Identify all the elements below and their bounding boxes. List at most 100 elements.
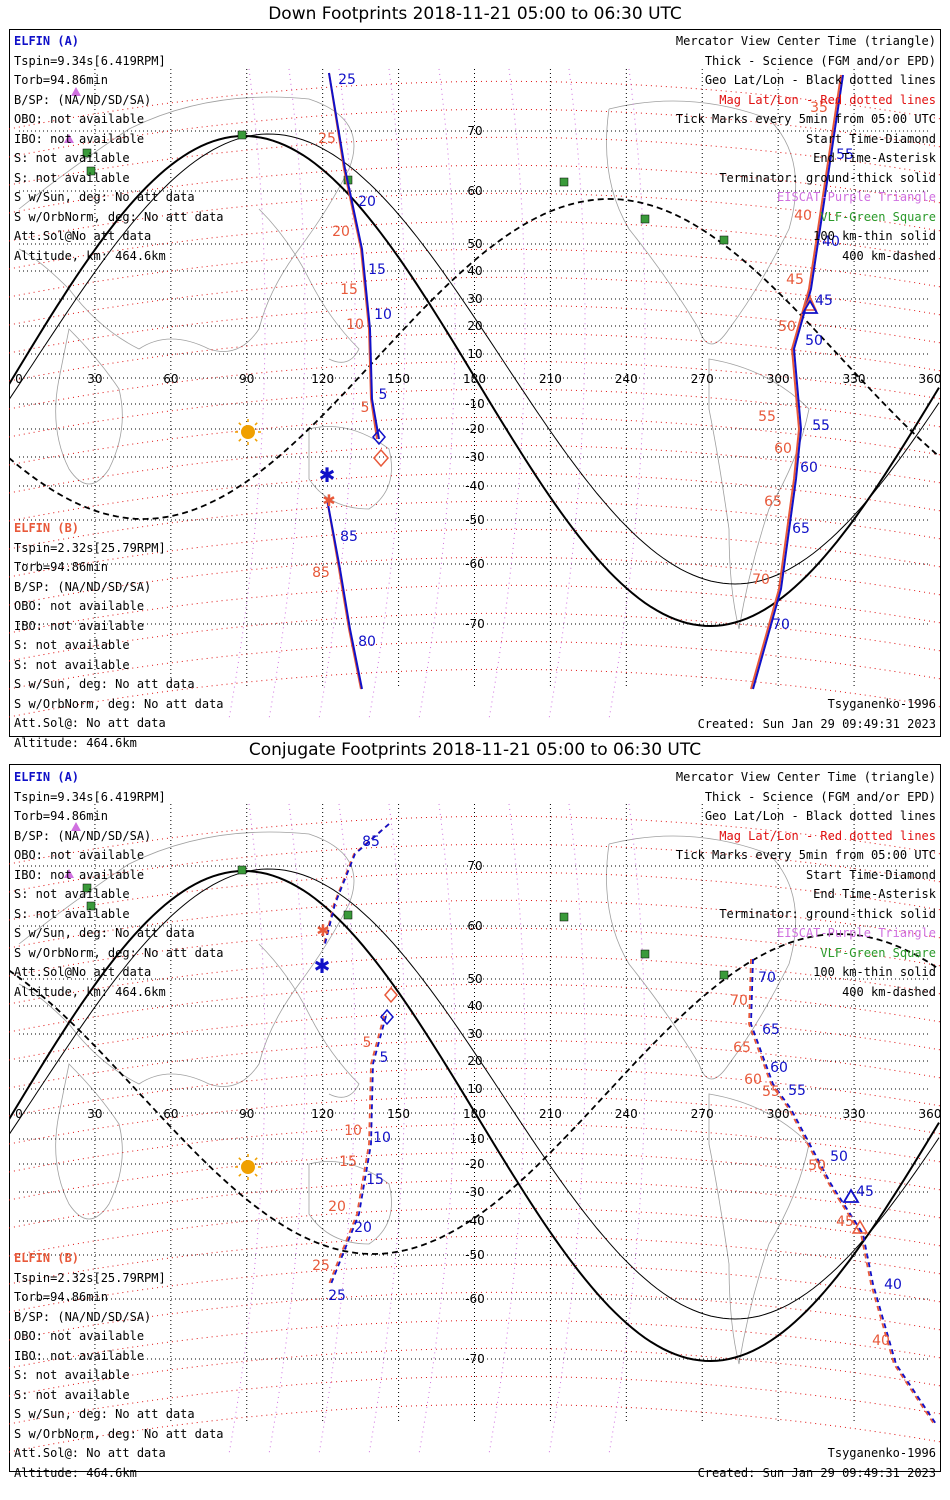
legend-item: Mag Lat/Lon - Red dotted lines — [719, 92, 936, 107]
track-label: 20 — [354, 1220, 372, 1236]
track-label: 65 — [792, 521, 810, 537]
info-line: Tspin=9.34s[6.419RPM] — [14, 789, 166, 804]
legend-conjugate: Mercator View Center Time (triangle) Thic… — [676, 768, 936, 1002]
mag-parallel — [9, 668, 941, 718]
terminator-100km — [9, 868, 940, 1320]
info-line: Torb=94.86min — [14, 1290, 108, 1304]
lat-tick-label: -60 — [465, 1292, 485, 1306]
mag-parallel — [9, 164, 941, 214]
mag-parallel — [9, 108, 941, 158]
model-label-conjugate: Tsyganenko-1996 — [827, 1446, 936, 1460]
track-label: 40 — [794, 208, 812, 224]
mag-parallel — [9, 248, 941, 298]
lon-tick-label: 180 — [463, 372, 486, 386]
track-label: 45 — [815, 293, 833, 309]
info-line: S: not available — [14, 638, 130, 652]
legend-item: 100 km-thin solid — [813, 229, 936, 243]
mag-parallel — [9, 1095, 941, 1145]
track-label: 40 — [884, 1277, 902, 1293]
lon-tick-label: 120 — [311, 1107, 334, 1121]
track-label: 10 — [374, 307, 392, 323]
info-line: OBO: not available — [14, 599, 145, 613]
info-line: IBO: not available — [14, 867, 145, 882]
lat-tick-label: 60 — [467, 919, 482, 933]
sun-ray — [254, 422, 258, 426]
info-line: Att.Sol@No att data — [14, 965, 152, 979]
track-label: 15 — [339, 1154, 357, 1170]
lon-tick-label: 150 — [387, 1107, 410, 1121]
mag-meridian — [368, 803, 406, 1455]
track-label: 40 — [822, 234, 840, 250]
legend-item: Thick - Science (FGM and/or EPD) — [704, 53, 936, 68]
mag-meridian — [418, 803, 456, 1455]
track-label: 70 — [772, 617, 790, 633]
info-line: Tspin=9.34s[6.419RPM] — [14, 53, 166, 68]
track-label: 70 — [752, 572, 770, 588]
elfin-b-info-conjugate: ELFIN (B) Tspin=2.32s[25.79RPM] Torb=94.86… — [14, 1249, 224, 1483]
info-line: S w/Sun, deg: No att data — [14, 1407, 195, 1421]
track-label: 50 — [808, 1158, 826, 1174]
lat-tick-label: -10 — [465, 397, 485, 411]
track-label: 55 — [762, 1084, 780, 1100]
lon-tick-label: 30 — [87, 1107, 102, 1121]
legend-item: Geo Lat/Lon - Black dotted lines — [704, 73, 936, 87]
sun-icon — [241, 425, 255, 439]
mag-parallel — [9, 80, 941, 130]
mag-parallel — [9, 444, 941, 494]
lon-tick-label: 360 — [919, 372, 941, 386]
track-label: 85 — [362, 834, 380, 850]
info-line: S: not available — [14, 170, 130, 185]
lon-tick-label: 270 — [691, 372, 714, 386]
track-label: 50 — [778, 319, 796, 335]
legend-item: Tick Marks every 5min from 05:00 UTC — [675, 112, 936, 126]
lon-tick-label: 270 — [691, 1107, 714, 1121]
lon-tick-label: 150 — [387, 372, 410, 386]
info-line: S: not available — [14, 1387, 130, 1402]
info-line: OBO: not available — [14, 1329, 145, 1343]
lat-tick-label: 20 — [467, 319, 482, 333]
mag-parallel — [9, 136, 941, 186]
sun-ray — [254, 438, 258, 442]
coastline-shape — [55, 328, 123, 485]
info-line: IBO: not available — [14, 618, 145, 633]
legend-item: Thick - Science (FGM and/or EPD) — [704, 789, 936, 804]
legend-item: Terminator: ground-thick solid — [719, 906, 936, 921]
info-line: Altitude: 464.6km — [14, 1465, 137, 1480]
lat-tick-label: -50 — [465, 513, 485, 527]
mag-parallel — [9, 1067, 941, 1117]
coastline-shape — [258, 208, 360, 363]
track-label: 5 — [363, 1035, 372, 1051]
coastline-shape — [708, 358, 810, 630]
mag-parallel — [9, 584, 941, 634]
mag-parallel — [9, 388, 941, 438]
legend-down: Mercator View Center Time (triangle) Thic… — [676, 32, 936, 266]
sun-ray — [238, 422, 242, 426]
lat-tick-label: -70 — [465, 617, 485, 631]
created-label-down: Created: Sun Jan 29 09:49:31 2023 — [697, 717, 936, 731]
track-label: 10 — [344, 1123, 362, 1139]
geo-grid — [19, 804, 930, 1424]
lon-tick-label: 330 — [843, 1107, 866, 1121]
info-line: S w/OrbNorm, deg: No att data — [14, 696, 224, 711]
sun-ray — [254, 1157, 258, 1161]
mag-parallel — [9, 1347, 941, 1397]
info-line: S w/Sun, deg: No att data — [14, 926, 195, 940]
vlf-square — [237, 130, 247, 140]
lat-tick-label: 10 — [467, 347, 482, 361]
info-line: Torb=94.86min — [14, 560, 108, 574]
lat-tick-label: 30 — [467, 1027, 482, 1041]
mag-parallel — [9, 871, 941, 921]
lat-tick-label: -10 — [465, 1132, 485, 1146]
start-diamond — [380, 1008, 394, 1026]
mag-parallel — [9, 1319, 941, 1369]
sun-ray — [238, 1157, 242, 1161]
info-line: B/SP: (NA/ND/SD/SA) — [14, 579, 152, 594]
info-line: IBO: not available — [14, 131, 145, 146]
panel-title-conjugate: Conjugate Footprints 2018-11-21 05:00 to… — [248, 740, 702, 760]
mag-parallel — [9, 955, 941, 1005]
mag-parallel — [9, 472, 941, 522]
lat-tick-label: -60 — [465, 557, 485, 571]
lon-tick-label: 30 — [87, 372, 102, 386]
legend-item: End Time-Asterisk — [813, 151, 936, 165]
center-triangle — [801, 299, 819, 314]
